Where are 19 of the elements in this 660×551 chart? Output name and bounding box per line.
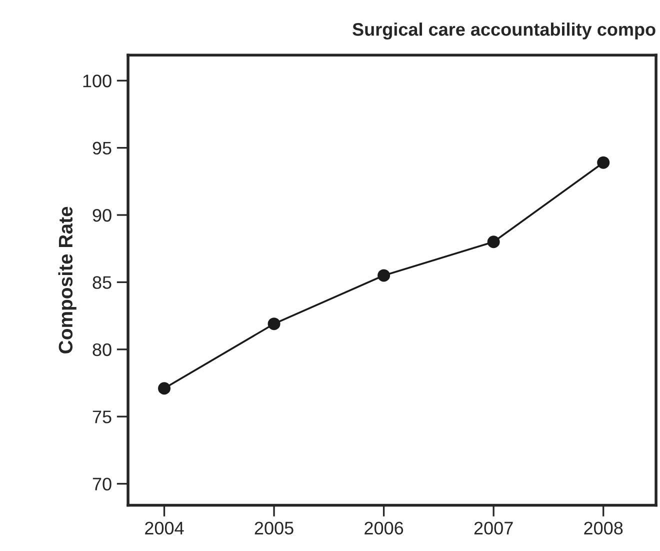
x-tick-label: 2008 <box>584 522 623 534</box>
y-tick-label: 100 <box>83 74 112 88</box>
point <box>597 156 610 169</box>
point <box>378 269 390 282</box>
y-tick-label: 70 <box>92 478 112 490</box>
point <box>158 382 171 395</box>
x-tick-label: 2007 <box>474 522 513 534</box>
point <box>487 236 500 248</box>
x-tick-label: 2005 <box>254 522 294 534</box>
x-tick-label: 2006 <box>364 522 404 534</box>
y-tick-label: 75 <box>92 410 112 424</box>
y-tick-label: 80 <box>92 343 112 356</box>
x-tick-label: 2004 <box>145 522 184 534</box>
chart-title: Surgical care accountability compo <box>352 22 656 40</box>
y-tick-label: 90 <box>92 208 112 222</box>
y-tick-label: 85 <box>92 276 112 289</box>
y-axis-title: Composite Rate <box>58 206 76 354</box>
point <box>268 318 280 330</box>
y-tick-label: 95 <box>92 142 112 155</box>
